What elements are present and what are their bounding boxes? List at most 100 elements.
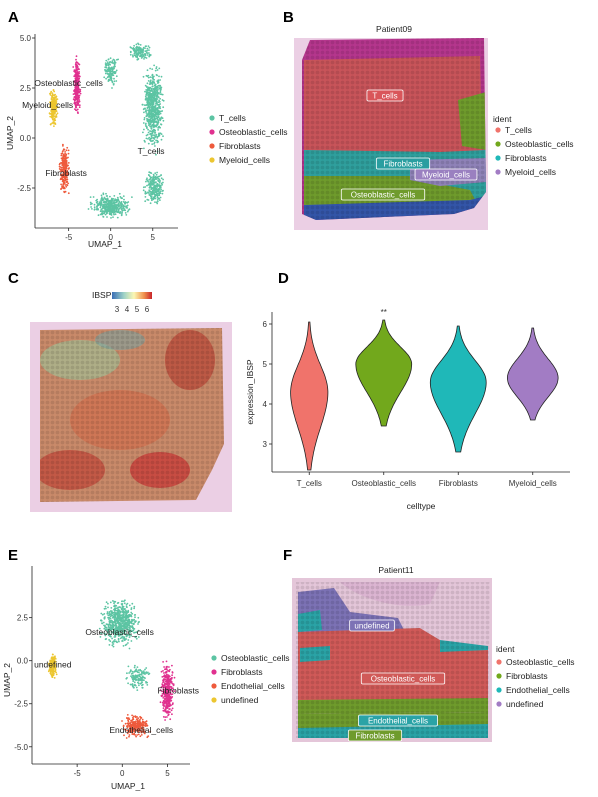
e-ytick-1: -2.5: [14, 700, 28, 709]
panel-label-f: F: [283, 547, 292, 564]
f-legend-key-1: [496, 673, 502, 679]
f-region-label-2: Endothelial_cells: [368, 717, 428, 726]
xlabel-a: UMAP_1: [88, 239, 122, 249]
legend-title-b: ident: [493, 114, 512, 124]
e-legend-label-1: Fibroblasts: [221, 667, 263, 677]
a-xtick-2: 5: [151, 233, 156, 242]
e-cluster-label-3: Endothelial_cells: [109, 725, 173, 735]
f-region-box-2: [358, 714, 438, 727]
e-legend-key-1: [211, 669, 217, 675]
umap-points-a: [48, 42, 165, 219]
violin-2: [429, 325, 487, 453]
a-ytick-3: 5.0: [20, 34, 32, 43]
a-legend-key-3: [209, 157, 215, 163]
f-region-box-1: [360, 672, 446, 685]
b-legend-label-2: Fibroblasts: [505, 153, 547, 163]
a-legend-label-0: T_cells: [219, 113, 246, 123]
violin-plot-d: T_cells Osteoblastic_cells Fibroblasts Myel…: [245, 308, 570, 511]
ylabel-e: UMAP_2: [2, 663, 12, 697]
b-region-label-2: Myeloid_cells: [422, 171, 470, 180]
e-ytick-3: 2.5: [17, 614, 29, 623]
violin-0: [290, 321, 329, 471]
a-ytick-1: 0.0: [20, 134, 32, 143]
b-region-box-0: [366, 89, 404, 102]
e-legend-label-0: Osteoblastic_cells: [221, 653, 290, 663]
a-cluster-label-0: Osteoblastic_cells: [34, 78, 103, 88]
d-ytick-3: 6: [263, 320, 268, 329]
panel-label-b: B: [283, 9, 294, 26]
b-legend-label-3: Myeloid_cells: [505, 167, 556, 177]
b-legend-key-3: [495, 169, 501, 175]
e-cluster-label-2: Fibroblasts: [157, 685, 199, 695]
legend-a: T_cells Osteoblastic_cells Fibroblasts Myel…: [209, 113, 288, 165]
umap-plot-a: -5 0 5 -2.5 0.0 2.5 5.0 UMAP_1 UMAP_2 Osteobla…: [5, 34, 288, 249]
b-legend-key-2: [495, 155, 501, 161]
a-cluster-label-2: T_cells: [138, 146, 165, 156]
d-xtick-0: T_cells: [297, 479, 322, 488]
e-legend-key-2: [211, 683, 217, 689]
f-legend-key-2: [496, 687, 502, 693]
d-xtick-1: Osteoblastic_cells: [352, 479, 416, 488]
e-cluster-label-0: Osteoblastic_cells: [85, 627, 154, 637]
b-region-label-0: T_cells: [372, 92, 397, 101]
e-legend-key-3: [211, 697, 217, 703]
b-region-label-3: Osteoblastic_cells: [351, 191, 415, 200]
f-region-label-3: Fibroblasts: [355, 732, 394, 741]
e-xtick-2: 5: [165, 769, 170, 778]
a-legend-label-3: Myeloid_cells: [219, 155, 270, 165]
b-legend-label-0: T_cells: [505, 125, 532, 135]
c-colorbar-tick-2: 5: [135, 305, 140, 314]
b-region-label-1: Fibroblasts: [383, 160, 422, 169]
a-legend-label-2: Fibroblasts: [219, 141, 261, 151]
a-xtick-0: -5: [65, 233, 73, 242]
title-f: Patient11: [378, 565, 414, 575]
spatial-plot-b: Patient09 T_cellsFibroblastsMyeloid_cell…: [294, 24, 574, 230]
f-legend-label-2: Endothelial_cells: [506, 685, 570, 695]
e-legend-label-3: undefined: [221, 695, 259, 705]
e-legend-key-0: [211, 655, 217, 661]
title-b: Patient09: [376, 24, 412, 34]
f-region-label-0: undefined: [354, 622, 389, 631]
e-ytick-2: 0.0: [17, 657, 29, 666]
e-cluster-label-1: undefined: [34, 660, 72, 670]
e-ytick-0: -5.0: [14, 743, 28, 752]
umap-plot-e: -5 0 5 -5.0 -2.5 0.0 2.5 UMAP_1 UMAP_2 Osteobl…: [2, 566, 290, 791]
a-legend-key-0: [209, 115, 215, 121]
xlabel-e: UMAP_1: [111, 781, 145, 791]
colorbar-title-c: IBSP: [92, 290, 112, 300]
b-region-box-1: [375, 157, 431, 170]
umap-points-e: [47, 599, 176, 739]
a-legend-label-1: Osteoblastic_cells: [219, 127, 288, 137]
a-legend-key-1: [209, 129, 215, 135]
a-ytick-0: -2.5: [17, 184, 31, 193]
f-legend-label-0: Osteoblastic_cells: [506, 657, 575, 667]
panel-label-a: A: [8, 9, 19, 26]
a-cluster-label-1: Myeloid_cells: [22, 100, 73, 110]
violin-1: [355, 319, 413, 427]
violin-3: [507, 327, 559, 421]
significance-marker: **: [381, 308, 387, 317]
d-ytick-1: 4: [263, 400, 268, 409]
panel-label-c: C: [8, 270, 19, 287]
d-ytick-2: 5: [263, 360, 268, 369]
panel-label-d: D: [278, 270, 289, 287]
spatial-plot-f: Patient11 undefined Osteoblastic_cells End…: [292, 565, 575, 742]
b-region-box-3: [340, 188, 426, 201]
e-xtick-1: 0: [120, 769, 125, 778]
e-xtick-0: -5: [74, 769, 82, 778]
b-legend-key-1: [495, 141, 501, 147]
b-legend-key-0: [495, 127, 501, 133]
b-region-box-2: [414, 168, 478, 181]
legend-e: Osteoblastic_cells Fibroblasts Endothelial…: [211, 653, 290, 705]
colorbar-c: [112, 292, 152, 299]
ylabel-a: UMAP_2: [5, 116, 15, 150]
panel-label-e: E: [8, 547, 18, 564]
f-legend-label-1: Fibroblasts: [506, 671, 548, 681]
c-colorbar-tick-1: 4: [125, 305, 130, 314]
d-xtick-2: Fibroblasts: [439, 479, 478, 488]
c-colorbar-tick-3: 6: [145, 305, 150, 314]
d-xtick-3: Myeloid_cells: [509, 479, 557, 488]
f-legend-label-3: undefined: [506, 699, 544, 709]
